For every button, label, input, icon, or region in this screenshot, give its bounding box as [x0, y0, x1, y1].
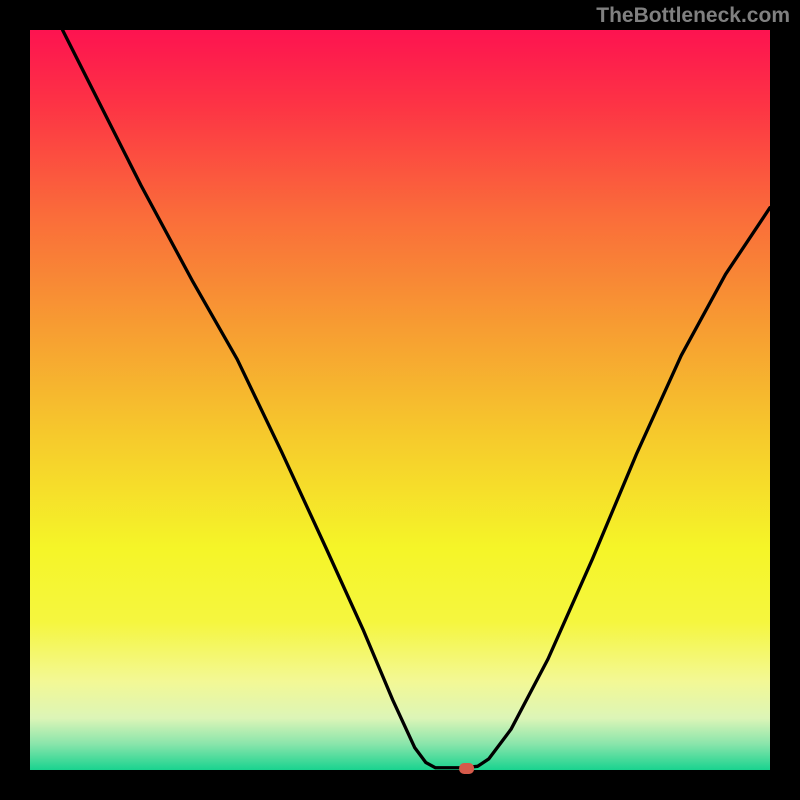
- bottleneck-chart: [0, 0, 800, 800]
- chart-container: TheBottleneck.com: [0, 0, 800, 800]
- watermark-text: TheBottleneck.com: [596, 4, 790, 28]
- minimum-marker: [459, 763, 474, 774]
- plot-background: [30, 30, 770, 770]
